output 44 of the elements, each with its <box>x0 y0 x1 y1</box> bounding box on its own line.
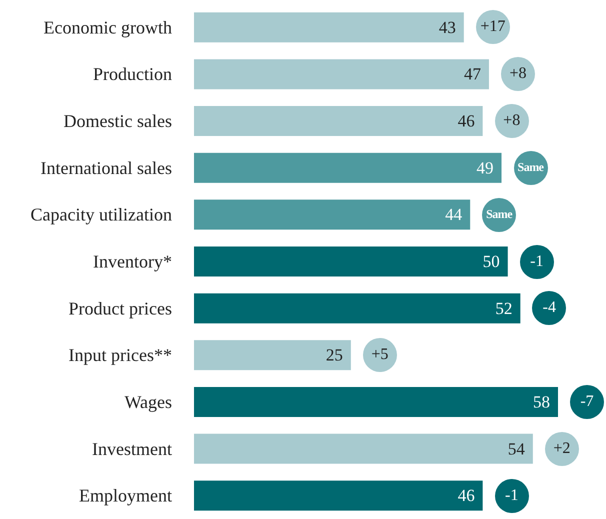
data-label: 25 <box>326 346 343 365</box>
y-tick-label: Wages <box>124 392 172 412</box>
data-label: 46 <box>458 112 475 131</box>
annotation: +5 <box>362 338 397 372</box>
annotation: +17 <box>476 10 510 44</box>
y-tick-label: Domestic sales <box>64 111 172 132</box>
y-tick-label: Investment <box>92 438 172 459</box>
bar <box>194 59 489 90</box>
annotation: +8 <box>500 57 535 92</box>
annotation: +8 <box>494 104 529 138</box>
y-tick-label: Inventory* <box>93 252 172 272</box>
annotation: -7 <box>570 384 604 419</box>
y-tick-label: Product prices <box>68 298 172 318</box>
annotation: -1 <box>520 244 554 278</box>
y-tick-label: Production <box>93 64 172 84</box>
y-tick-label: Employment <box>79 486 172 506</box>
data-label: 49 <box>476 158 494 178</box>
bar <box>194 152 502 183</box>
annotation: +2 <box>544 432 579 466</box>
y-tick-label: Economic growth <box>44 17 172 38</box>
annotation: Same <box>514 150 548 185</box>
annotation: -4 <box>532 291 566 326</box>
y-tick-label: International sales <box>40 158 172 178</box>
y-tick-label: Capacity utilization <box>30 204 172 225</box>
data-label: 47 <box>464 64 482 84</box>
bar <box>194 480 483 511</box>
bar <box>194 293 520 324</box>
data-label: 50 <box>482 252 500 271</box>
data-label: 46 <box>458 486 475 506</box>
bar <box>194 12 464 42</box>
annotation: Same <box>482 198 516 232</box>
bar <box>194 200 470 230</box>
bar <box>194 386 558 417</box>
data-label: 54 <box>508 439 526 458</box>
data-label: 43 <box>438 18 456 37</box>
data-label: 44 <box>445 205 463 224</box>
data-label: 52 <box>495 298 512 318</box>
bar <box>194 434 533 464</box>
bar <box>194 246 508 276</box>
bar <box>194 340 351 370</box>
bar <box>194 106 483 136</box>
y-tick-label: Input prices** <box>68 345 172 366</box>
annotation: -1 <box>494 478 529 513</box>
data-label: 58 <box>533 392 550 412</box>
